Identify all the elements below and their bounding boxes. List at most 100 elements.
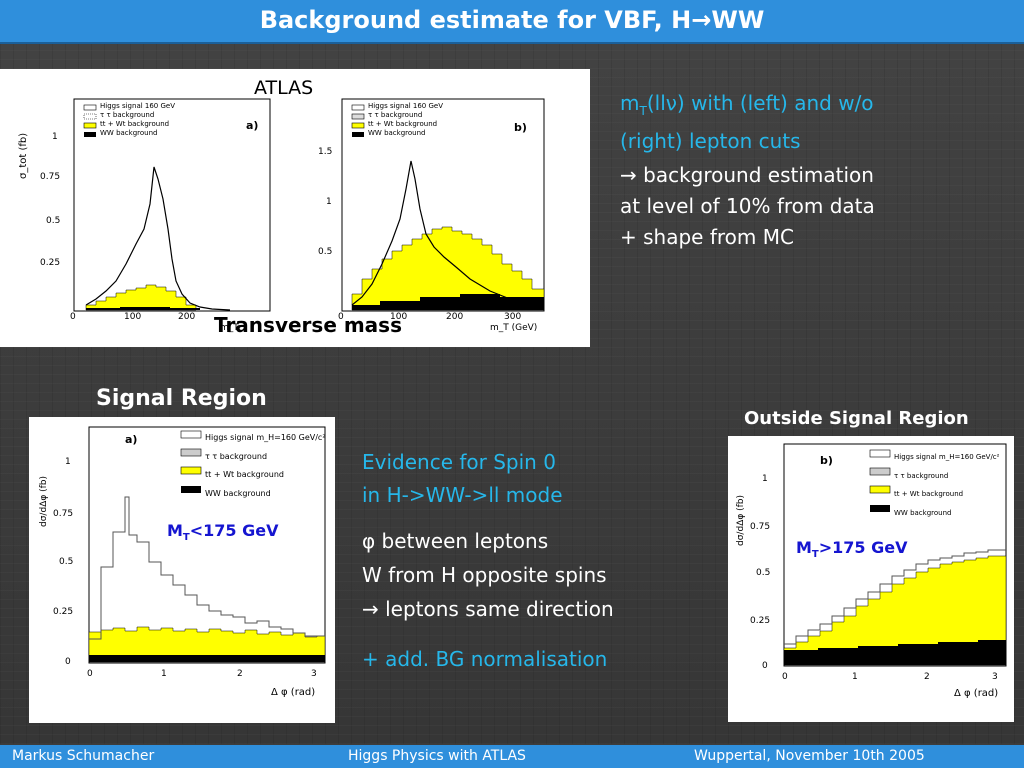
title-text: Background estimate for VBF, H [259,6,692,34]
left-xtick: 100 [124,312,142,322]
signal-legend [180,430,202,493]
lepton-angle-text: φ between leptons W from H opposite spin… [362,524,614,626]
right-legend [351,104,365,137]
outside-ytick: 0 [762,661,768,671]
mt-rest: (llν) with (left) and w/o [646,91,874,115]
bg-line3: background estimation [636,163,874,187]
angle-line5: leptons same direction [378,597,614,621]
right-ytick: 1.5 [318,147,333,157]
legend-label: WW background [100,129,158,137]
outside-ytick: 0.75 [750,522,771,532]
left-higgs-signal [85,166,231,311]
cut-prefix: M [796,538,812,557]
signal-ytick: 1 [65,457,71,467]
angle-line4: W from H opposite spins [362,563,607,587]
arrow-icon: → [362,597,379,621]
right-xtick: 100 [390,312,408,322]
signal-yaxis-label: dσ/dΔφ (fb) [39,475,49,527]
legend-label: tt + Wt background [100,120,170,128]
mt-prefix: m [620,91,640,115]
left-yaxis-label: σ_tot (fb) [18,132,29,179]
footer-venue: Wuppertal, November 10th 2005 [694,748,925,764]
spin-line2: in H->WW->ll mode [362,483,563,507]
cut-prefix: M [167,521,183,540]
signal-ww-background [89,655,325,662]
signal-xtick: 3 [311,669,317,679]
mt-line2: (right) lepton cuts [620,129,801,153]
legend-label: Higgs signal m_H=160 GeV/c² [894,453,1000,461]
left-plot-frame [73,98,271,312]
cut-rest: <175 GeV [189,521,279,540]
legend-label: Higgs signal 160 GeV [368,102,444,110]
left-xtick: 0 [70,312,76,322]
left-legend-labels: Higgs signal 160 GeV τ τ background tt +… [100,102,175,138]
legend-label: WW background [368,129,426,137]
right-xtick: 200 [446,312,464,322]
legend-label: τ τ background [368,111,423,119]
signal-ytick: 0.75 [53,509,74,519]
bg-line5: + shape from MC [620,225,794,249]
cut-rest: >175 GeV [818,538,908,557]
right-xtick: 0 [338,312,344,322]
legend-label: τ τ background [100,111,155,119]
outside-xtick: 0 [782,672,788,682]
legend-label: tt + Wt background [205,470,284,479]
left-ytick: 0.5 [46,216,61,226]
signal-ytick: 0.5 [59,557,74,567]
outside-frame [783,443,1007,667]
angle-line3: between leptons [375,529,549,553]
signal-region-heading: Signal Region [96,386,267,411]
outside-xaxis-label: Δ φ (rad) [954,688,999,699]
left-plot-tag: a) [246,119,259,132]
arrow-icon: → [620,163,637,187]
outside-ytick: 0.5 [756,568,771,578]
mt-description: mT(llν) with (left) and w/o (right) lept… [620,88,1020,156]
outside-yaxis-label: dσ/dΔφ (fb) [736,494,746,546]
outside-region-plot [783,443,1007,667]
outside-legend-labels: Higgs signal m_H=160 GeV/c² τ τ backgrou… [894,448,999,522]
right-tt-background [351,226,545,311]
right-xtick: 300 [504,312,522,322]
right-ytick: 1 [326,197,332,207]
signal-ytick: 0.25 [53,607,74,617]
phi-symbol: φ [362,529,376,553]
right-higgs-signal [351,160,545,306]
spin-evidence-text: Evidence for Spin 0 in H->WW->ll mode [362,446,563,512]
legend-label: Higgs signal 160 GeV [100,102,176,110]
signal-frame [88,426,326,664]
signal-legend-labels: Higgs signal m_H=160 GeV/c² τ τ backgrou… [205,429,326,503]
outside-region-panel: Higgs signal m_H=160 GeV/c² τ τ backgrou… [728,436,1014,722]
signal-xtick: 1 [161,669,167,679]
title-suffix: WW [711,6,765,34]
background-estimation-text: → background estimation at level of 10% … [620,160,1020,253]
transverse-mass-plots [73,98,545,312]
outside-ytick: 1 [762,474,768,484]
outside-plot-tag: b) [820,454,833,467]
outside-xtick: 1 [852,672,858,682]
right-plot-tag: b) [514,121,527,134]
signal-xaxis-label: Δ φ (rad) [271,687,316,698]
outside-region-heading: Outside Signal Region [744,408,969,429]
footer-author: Markus Schumacher [12,748,155,764]
signal-region-plot [88,426,326,664]
left-xaxis-label: m_T [220,323,239,333]
outside-ytick: 0.25 [750,616,771,626]
signal-xtick: 0 [87,669,93,679]
atlas-label: ATLAS [254,77,314,99]
transverse-mass-panel: Higgs signal 160 GeV τ τ background tt +… [0,69,590,347]
outside-xtick: 3 [992,672,998,682]
right-ww-background [352,294,544,310]
right-plot-frame [341,98,545,312]
outside-cut-label: MT>175 GeV [796,538,908,560]
mt-subscript: T [639,104,647,118]
outside-xtick: 2 [924,672,930,682]
left-ww-background [86,307,200,310]
signal-xtick: 2 [237,669,243,679]
outside-higgs-line [784,549,1006,645]
bg-line4: at level of 10% from data [620,194,875,218]
legend-label: τ τ background [894,471,949,480]
left-ytick: 0.75 [40,172,61,182]
legend-label: τ τ background [205,451,268,461]
left-ytick: 1 [52,132,58,142]
legend-label: Higgs signal m_H=160 GeV/c² [205,433,326,442]
